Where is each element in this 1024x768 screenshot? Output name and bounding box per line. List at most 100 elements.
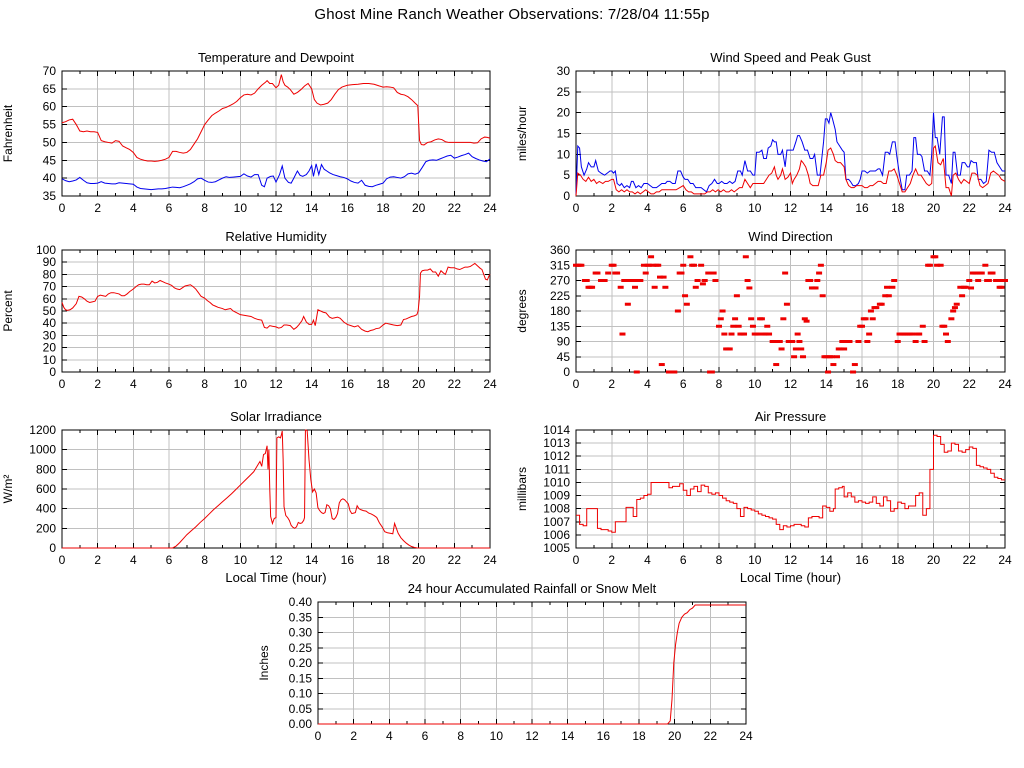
y-tick-label: 30	[43, 328, 57, 342]
x-axis-label: Local Time (hour)	[225, 570, 326, 585]
x-tick-label: 0	[573, 377, 580, 391]
y-tick-label: 40	[43, 316, 57, 330]
y-tick-label: 360	[550, 243, 570, 257]
y-tick-label: 1000	[29, 443, 56, 457]
y-tick-label: 0.10	[289, 687, 313, 701]
x-tick-label: 6	[680, 553, 687, 567]
x-tick-label: 0	[59, 201, 66, 215]
x-tick-label: 18	[376, 201, 390, 215]
y-axis-label: Fahrenheit	[1, 104, 15, 162]
y-tick-label: 90	[43, 255, 57, 269]
x-tick-label: 16	[855, 377, 869, 391]
x-tick-label: 16	[855, 553, 869, 567]
x-tick-label: 16	[341, 377, 355, 391]
y-tick-label: 90	[557, 335, 571, 349]
x-tick-label: 10	[748, 377, 762, 391]
x-tick-label: 18	[632, 729, 646, 743]
series-humidity	[61, 262, 491, 333]
x-tick-label: 14	[305, 377, 319, 391]
series-dewpoint	[61, 152, 491, 191]
x-tick-label: 10	[748, 553, 762, 567]
axis-labels: 0 2 4 6 8 10 12 14 16 18 20 22 243540455055606570Tem…	[1, 50, 497, 215]
x-tick-label: 4	[130, 377, 137, 391]
y-tick-label: 1005	[543, 541, 570, 555]
y-tick-label: 70	[43, 64, 57, 78]
axes	[61, 249, 491, 373]
x-tick-label: 20	[412, 201, 426, 215]
x-tick-label: 24	[998, 377, 1012, 391]
x-tick-label: 0	[59, 377, 66, 391]
x-tick-label: 12	[784, 553, 798, 567]
x-tick-label: 4	[130, 201, 137, 215]
y-tick-label: 1011	[544, 462, 570, 476]
x-tick-label: 8	[457, 729, 464, 743]
chart-title: 24 hour Accumulated Rainfall or Snow Mel…	[408, 581, 657, 596]
x-tick-label: 24	[483, 201, 497, 215]
x-tick-label: 14	[820, 377, 834, 391]
x-tick-label: 18	[891, 377, 905, 391]
y-tick-label: 0	[563, 189, 570, 203]
x-tick-label: 10	[234, 553, 248, 567]
series-pressure	[576, 434, 1005, 533]
x-tick-label: 6	[680, 377, 687, 391]
x-tick-label: 16	[855, 201, 869, 215]
y-tick-label: 800	[36, 462, 56, 476]
series-peak-gust	[575, 112, 1005, 194]
y-tick-label: 25	[557, 85, 571, 99]
y-tick-label: 1008	[543, 502, 570, 516]
y-tick-label: 270	[550, 274, 570, 288]
x-tick-label: 2	[94, 377, 101, 391]
x-tick-label: 18	[891, 553, 905, 567]
x-tick-label: 6	[166, 201, 173, 215]
x-tick-label: 8	[201, 201, 208, 215]
x-tick-label: 10	[234, 377, 248, 391]
y-tick-label: 45	[43, 153, 57, 167]
y-tick-label: 1012	[543, 449, 570, 463]
x-tick-label: 18	[891, 201, 905, 215]
y-tick-label: 600	[36, 482, 56, 496]
x-tick-label: 12	[269, 377, 283, 391]
y-axis-label: miles/hour	[515, 106, 529, 161]
x-tick-label: 20	[668, 729, 682, 743]
axes	[61, 70, 491, 197]
chart-accumulated-rainfall: 0 2 4 6 8 10 12 14 16 18 20 22 24 0.00 0.05 0.10 0.15 0.2…	[256, 580, 766, 768]
chart-title: Temperature and Dewpoint	[198, 50, 354, 65]
x-tick-label: 22	[448, 553, 462, 567]
y-tick-label: 80	[43, 267, 57, 281]
x-tick-label: 0	[573, 201, 580, 215]
y-tick-label: 70	[43, 280, 57, 294]
y-tick-label: 1010	[543, 475, 570, 489]
axis-labels: 0 2 4 6 8 10 12 14 16 18 20 22 240200400600800100012…	[1, 409, 497, 585]
chart-temperature-dewpoint: 0 2 4 6 8 10 12 14 16 18 20 22 24 35 40 45 50 55 60 65 70 Tem…	[0, 49, 510, 241]
x-tick-label: 0	[315, 729, 322, 743]
y-tick-label: 1013	[543, 436, 570, 450]
x-tick-label: 2	[608, 377, 615, 391]
y-axis-label: Inches	[257, 645, 271, 680]
axis-labels: 0 2 4 6 8 10 12 14 16 18 20 22 240102030405060708090…	[1, 229, 497, 391]
chart-title: Relative Humidity	[225, 229, 327, 244]
y-tick-label: 1200	[29, 423, 56, 437]
grid-lines	[62, 71, 490, 196]
series-temperature	[61, 74, 491, 162]
axis-labels: 0 2 4 6 8 10 12 14 16 18 20 22 241005100610071008100…	[515, 409, 1012, 585]
y-tick-label: 20	[557, 106, 571, 120]
x-tick-label: 24	[483, 553, 497, 567]
y-tick-label: 45	[557, 350, 571, 364]
x-tick-label: 12	[784, 201, 798, 215]
series-direction	[573, 255, 1008, 374]
chart-relative-humidity: 0 2 4 6 8 10 12 14 16 18 20 22 24 0 10 20 30 40 50 60 70 80 90…	[0, 228, 510, 417]
x-tick-label: 8	[201, 553, 208, 567]
x-tick-label: 22	[963, 553, 977, 567]
y-tick-label: 0.35	[289, 610, 313, 624]
x-tick-label: 10	[748, 201, 762, 215]
axes	[575, 429, 1006, 549]
x-tick-label: 2	[94, 553, 101, 567]
y-tick-label: 0.30	[289, 626, 313, 640]
x-tick-label: 12	[269, 201, 283, 215]
x-tick-label: 2	[608, 553, 615, 567]
x-tick-label: 16	[341, 201, 355, 215]
x-tick-label: 12	[784, 377, 798, 391]
x-tick-label: 6	[422, 729, 429, 743]
x-tick-label: 0	[59, 553, 66, 567]
